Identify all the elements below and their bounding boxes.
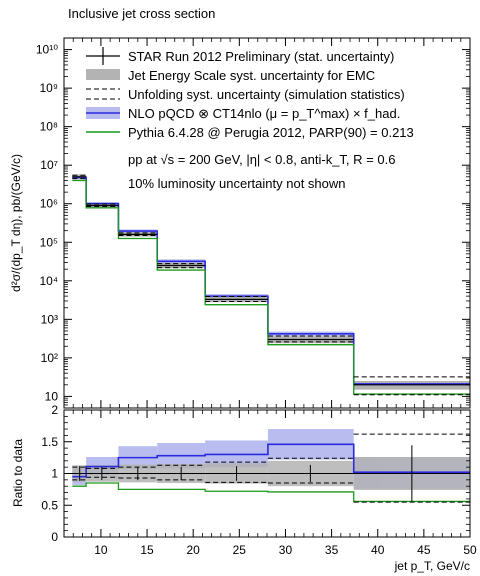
upper-y-tick-label-7: 10⁷: [40, 158, 58, 172]
upper-plot-frame: [63, 37, 471, 409]
legend-label-pythia: Pythia 6.4.28 @ Perugia 2012, PARP(90) =…: [128, 125, 414, 140]
annotation-kinematics: pp at √s = 200 GeV, |η| < 0.8, anti-k_T,…: [128, 152, 395, 167]
legend-label-nlo: NLO pQCD ⊗ CT14nlo (μ = p_T^max) × f_had…: [128, 106, 400, 121]
lower-data-layer: [64, 429, 470, 503]
upper-pythia-line: [72, 179, 470, 395]
upper-y-tick-label-5: 10⁵: [40, 235, 58, 249]
upper-y-axis-label: d²σ/(dp_T dη), pb/(GeV/c): [9, 154, 23, 292]
x-tick-label-1: 15: [140, 543, 154, 557]
legend-entry-nlo: NLO pQCD ⊗ CT14nlo (μ = p_T^max) × f_had…: [86, 106, 400, 121]
x-tick-label-0: 10: [94, 543, 108, 557]
lower-pythia-line: [72, 482, 470, 503]
upper-y-tick-label-10: 10¹⁰: [36, 43, 58, 57]
x-tick-label-3: 25: [233, 543, 247, 557]
lower-nlo-line: [72, 443, 470, 478]
upper-panel: 10 10² 10³ 10⁴ 10⁵ 10⁶ 10⁷ 10⁸ 10⁹ 10¹⁰ d²σ/(dp_T…: [9, 37, 471, 409]
x-tick-label-8: 50: [463, 543, 477, 557]
upper-y-tick-label-3: 10³: [41, 312, 58, 326]
x-tick-label-5: 35: [325, 543, 339, 557]
upper-y-tick-label-9: 10⁹: [40, 81, 59, 95]
annotation-luminosity: 10% luminosity uncertainty not shown: [128, 176, 346, 191]
x-tick-label-7: 45: [417, 543, 431, 557]
upper-y-tick-label-2: 10²: [41, 351, 58, 365]
legend-entry-jes: Jet Energy Scale syst. uncertainty for E…: [86, 68, 375, 83]
legend: STAR Run 2012 Preliminary (stat. uncerta…: [86, 47, 414, 191]
upper-y-tick-label-1: 10: [45, 389, 59, 403]
lower-y-tick-label-1: 0.5: [41, 498, 58, 512]
legend-label-data: STAR Run 2012 Preliminary (stat. uncerta…: [128, 49, 394, 64]
chart-title: Inclusive jet cross section: [68, 6, 215, 21]
upper-nlo-line: [72, 176, 470, 385]
lower-y-axis-label: Ratio to data: [11, 439, 25, 507]
legend-label-unfolding: Unfolding syst. uncertainty (simulation …: [128, 87, 405, 102]
upper-y-tick-label-6: 10⁶: [40, 197, 58, 211]
legend-entry-unfolding: Unfolding syst. uncertainty (simulation …: [86, 87, 405, 102]
legend-entry-data: STAR Run 2012 Preliminary (stat. uncerta…: [86, 47, 394, 65]
upper-y-tick-label-8: 10⁸: [40, 120, 58, 134]
lower-y-tick-label-4: 2: [51, 403, 58, 417]
lower-y-tick-label-0: 0: [51, 530, 58, 544]
lower-panel: 0 0.5 1 1.5 2 10 15 20 25 30 35 40 45 50 Ratio to dat…: [11, 403, 477, 573]
upper-axes: 10 10² 10³ 10⁴ 10⁵ 10⁶ 10⁷ 10⁸ 10⁹ 10¹⁰: [36, 37, 471, 409]
lower-plot-frame: [63, 409, 471, 538]
legend-label-jes: Jet Energy Scale syst. uncertainty for E…: [128, 68, 375, 83]
x-tick-label-4: 30: [279, 543, 293, 557]
x-tick-label-2: 20: [187, 543, 201, 557]
lower-y-tick-label-3: 1.5: [41, 435, 58, 449]
lower-axes: 0 0.5 1 1.5 2 10 15 20 25 30 35 40 45 50: [41, 403, 477, 557]
upper-data-layer: [72, 174, 470, 396]
x-axis-label: jet p_T, GeV/c: [394, 559, 470, 573]
legend-entry-pythia: Pythia 6.4.28 @ Perugia 2012, PARP(90) =…: [86, 125, 414, 140]
x-tick-label-6: 40: [371, 543, 385, 557]
lower-y-tick-label-2: 1: [51, 467, 58, 481]
upper-y-tick-label-4: 10⁴: [39, 274, 58, 288]
